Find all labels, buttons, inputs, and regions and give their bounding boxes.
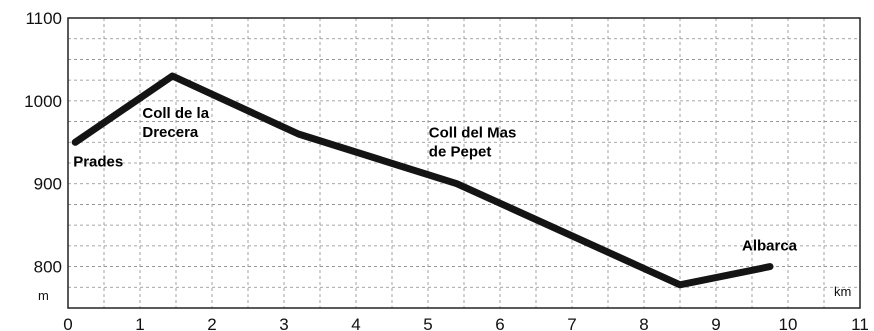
- place-label: Drecera: [142, 124, 199, 141]
- y-axis-unit-label: m: [38, 288, 49, 303]
- y-tick-label: 900: [34, 175, 62, 194]
- series: [71, 72, 774, 289]
- y-tick-label: 1100: [25, 9, 62, 28]
- x-tick-label: 0: [63, 315, 72, 331]
- x-tick-label: 9: [711, 315, 720, 331]
- x-axis-unit-label: km: [834, 284, 851, 299]
- x-axis-ticks: 0 1 2 3 4 5 6 7 8 9 10 11: [63, 315, 869, 331]
- place-label: Prades: [73, 153, 123, 170]
- x-tick-label: 3: [279, 315, 288, 331]
- plot-frame: [67, 17, 861, 309]
- place-label: Albarca: [742, 238, 798, 255]
- y-tick-label: 800: [34, 258, 62, 277]
- x-tick-label: 4: [351, 315, 360, 331]
- x-tick-label: 5: [423, 315, 432, 331]
- place-label: de Pepet: [429, 144, 492, 161]
- place-label: Coll de la: [142, 105, 209, 122]
- x-tick-label: 6: [495, 315, 504, 331]
- x-tick-label: 1: [135, 315, 144, 331]
- x-tick-label: 8: [639, 315, 648, 331]
- y-tick-label: 1000: [24, 92, 62, 111]
- x-tick-label: 7: [567, 315, 576, 331]
- series-line: [71, 72, 774, 289]
- place-labels: Prades Coll de la Drecera Coll del Mas de Pe…: [73, 105, 797, 255]
- place-label: Coll del Mas: [429, 125, 517, 142]
- x-tick-label: 11: [851, 315, 869, 331]
- y-axis-ticks: 800 900 1000 1100: [24, 9, 62, 277]
- x-tick-label: 2: [207, 315, 216, 331]
- x-tick-label: 10: [779, 315, 798, 331]
- grid: [67, 17, 861, 309]
